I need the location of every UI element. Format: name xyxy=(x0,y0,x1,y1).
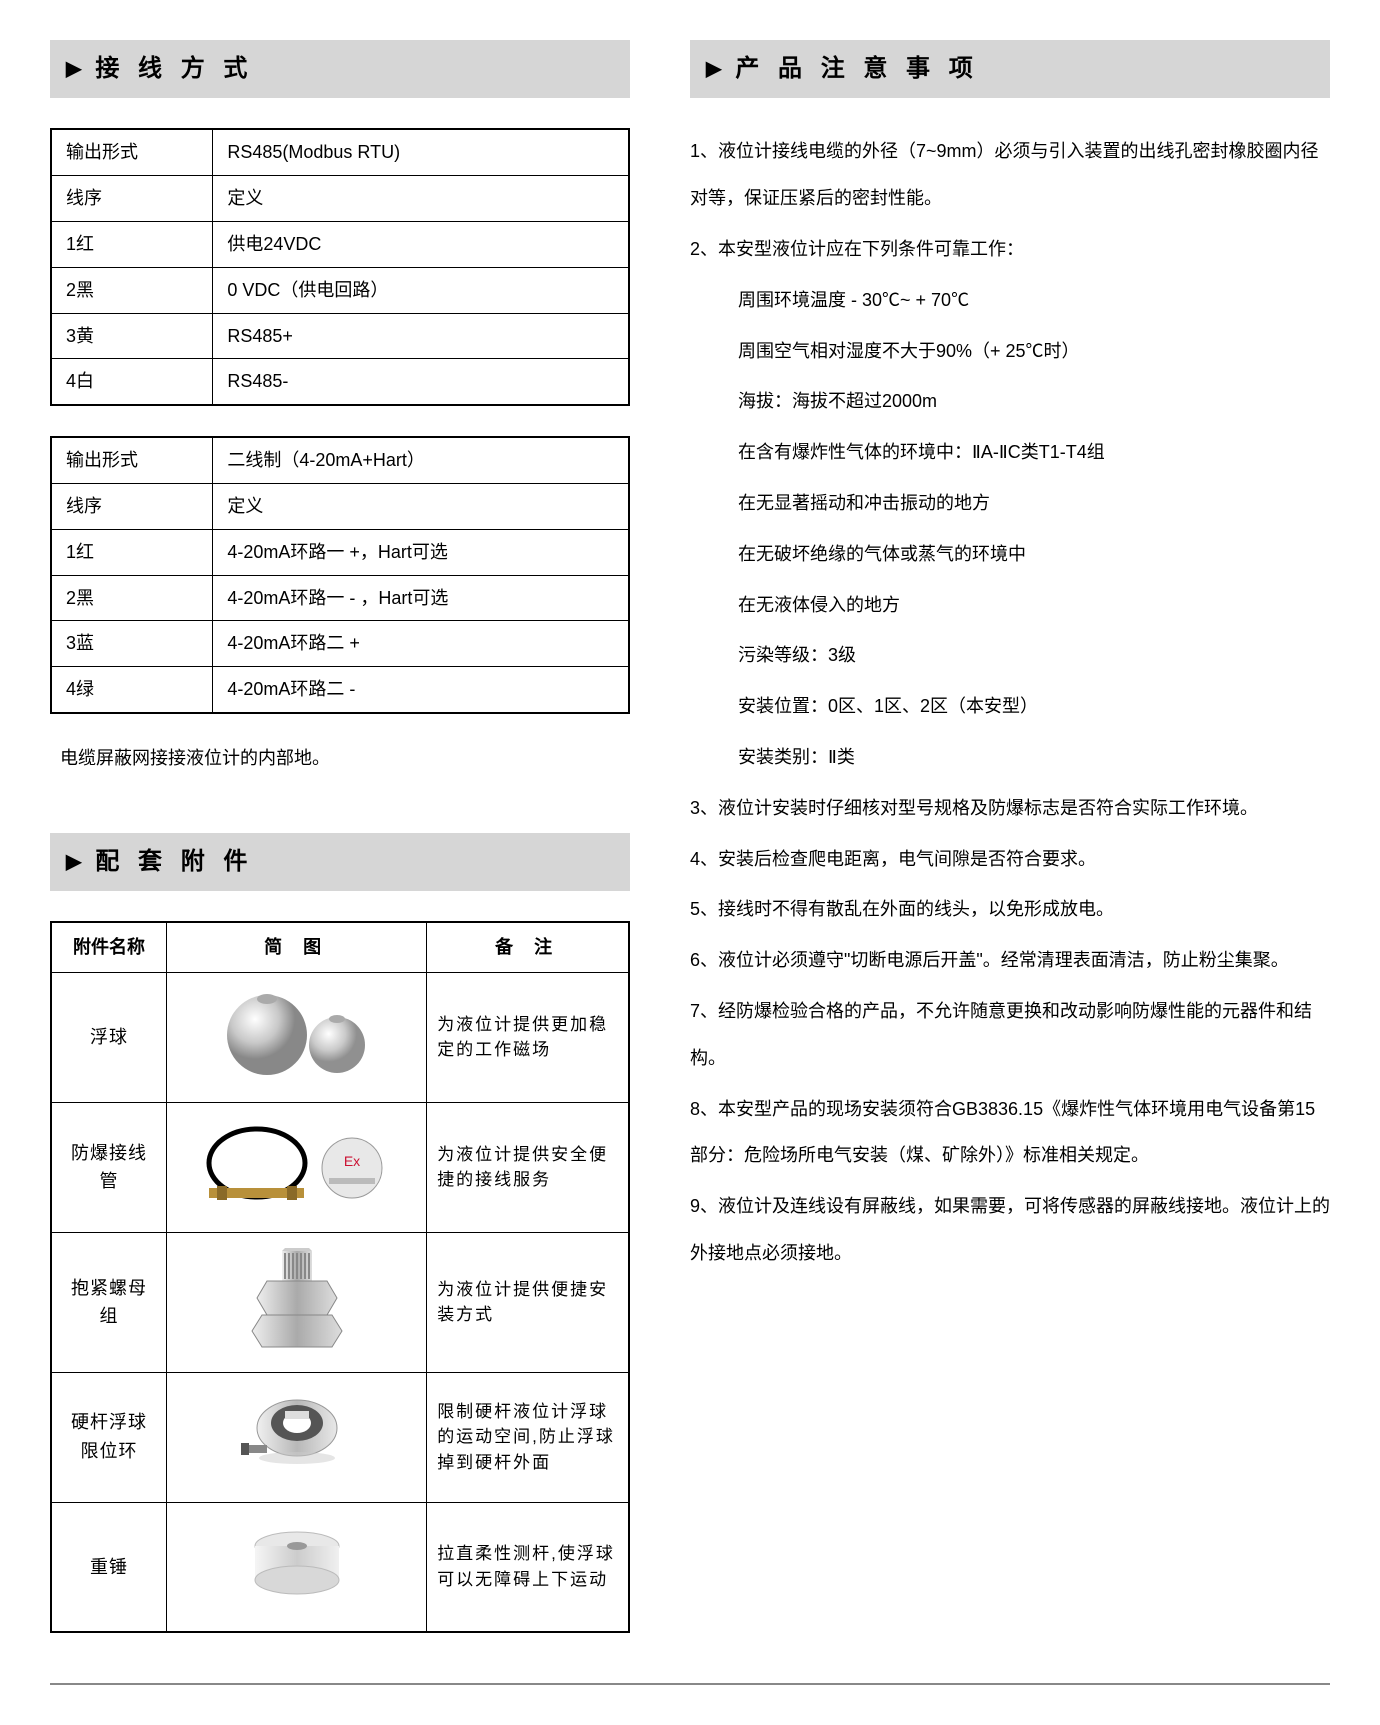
accessory-row: 防爆接线管 Ex 为液位计提供安全便捷的接线服务 xyxy=(51,1102,629,1232)
accessory-row: 抱紧螺母组 为液位计提供便捷安装方式 xyxy=(51,1232,629,1372)
note-item: 2、本安型液位计应在下列条件可靠工作： xyxy=(690,226,1330,273)
accessory-header-name: 附件名称 xyxy=(51,922,167,972)
table-cell: 4-20mA环路二 - xyxy=(213,667,629,713)
note-item: 8、本安型产品的现场安装须符合GB3836.15《爆炸性气体环境用电气设备第15… xyxy=(690,1086,1330,1180)
note-item: 5、接线时不得有散乱在外面的线头，以免形成放电。 xyxy=(690,886,1330,933)
table-cell: 4绿 xyxy=(51,667,213,713)
note-item: 3、液位计安装时仔细核对型号规格及防爆标志是否符合实际工作环境。 xyxy=(690,785,1330,832)
accessories-header: ▶ 配 套 附 件 xyxy=(50,833,630,891)
table-cell: 二线制（4-20mA+Hart） xyxy=(213,437,629,483)
accessory-header-img: 简 图 xyxy=(167,922,427,972)
accessory-note: 拉直柔性测杆,使浮球可以无障碍上下运动 xyxy=(427,1502,629,1632)
table-cell: 1红 xyxy=(51,529,213,575)
accessory-image xyxy=(167,972,427,1102)
accessory-header-note: 备 注 xyxy=(427,922,629,972)
table-cell: RS485- xyxy=(213,359,629,405)
table-row: 3蓝4-20mA环路二 + xyxy=(51,621,629,667)
accessory-name: 硬杆浮球限位环 xyxy=(51,1372,167,1502)
table-cell: 4白 xyxy=(51,359,213,405)
accessories-title: 配 套 附 件 xyxy=(95,843,253,881)
cable-note: 电缆屏蔽网接接液位计的内部地。 xyxy=(50,744,630,773)
note-item: 安装类别：Ⅱ类 xyxy=(690,734,1330,781)
table-cell: 4-20mA环路二 + xyxy=(213,621,629,667)
note-item: 在无破坏绝缘的气体或蒸气的环境中 xyxy=(690,531,1330,578)
arrow-icon: ▶ xyxy=(66,53,87,85)
notes-title: 产 品 注 意 事 项 xyxy=(735,50,978,88)
table-row: 1红供电24VDC xyxy=(51,221,629,267)
table-row: 2黑0 VDC（供电回路） xyxy=(51,267,629,313)
bottom-divider xyxy=(50,1683,1330,1685)
table-cell: 4-20mA环路一 +，Hart可选 xyxy=(213,529,629,575)
note-item: 在含有爆炸性气体的环境中：ⅡA-ⅡC类T1-T4组 xyxy=(690,429,1330,476)
table-row: 2黑4-20mA环路一 - ，Hart可选 xyxy=(51,575,629,621)
accessory-row: 重锤 拉直柔性测杆,使浮球可以无障碍上下运动 xyxy=(51,1502,629,1632)
accessory-table: 附件名称 简 图 备 注 浮球 为液位计提供更加稳定的工作磁场防爆接线管 Ex … xyxy=(50,921,630,1633)
note-item: 6、液位计必须遵守"切断电源后开盖"。经常清理表面清洁，防止粉尘集聚。 xyxy=(690,937,1330,984)
table-row: 输出形式二线制（4-20mA+Hart） xyxy=(51,437,629,483)
table-cell: 0 VDC（供电回路） xyxy=(213,267,629,313)
table-cell: 线序 xyxy=(51,176,213,222)
table-cell: RS485(Modbus RTU) xyxy=(213,129,629,175)
arrow-icon: ▶ xyxy=(706,53,727,85)
table-cell: 2黑 xyxy=(51,267,213,313)
table-row: 线序定义 xyxy=(51,483,629,529)
note-item: 9、液位计及连线设有屏蔽线，如果需要，可将传感器的屏蔽线接地。液位计上的外接地点… xyxy=(690,1183,1330,1277)
wiring-header: ▶ 接 线 方 式 xyxy=(50,40,630,98)
table-row: 输出形式RS485(Modbus RTU) xyxy=(51,129,629,175)
notes-body: 1、液位计接线电缆的外径（7~9mm）必须与引入装置的出线孔密封橡胶圈内径对等，… xyxy=(690,128,1330,1276)
table-cell: 2黑 xyxy=(51,575,213,621)
wiring-title: 接 线 方 式 xyxy=(95,50,253,88)
note-item: 海拔：海拔不超过2000m xyxy=(690,378,1330,425)
table-cell: 3蓝 xyxy=(51,621,213,667)
accessory-note: 为液位计提供安全便捷的接线服务 xyxy=(427,1102,629,1232)
table-cell: 3黄 xyxy=(51,313,213,359)
svg-text:Ex: Ex xyxy=(343,1153,359,1169)
table-cell: 1红 xyxy=(51,221,213,267)
accessory-row: 硬杆浮球限位环 限制硬杆液位计浮球的运动空间,防止浮球掉到硬杆外面 xyxy=(51,1372,629,1502)
table-row: 4绿4-20mA环路二 - xyxy=(51,667,629,713)
arrow-icon: ▶ xyxy=(66,846,87,878)
note-item: 7、经防爆检验合格的产品，不允许随意更换和改动影响防爆性能的元器件和结构。 xyxy=(690,988,1330,1082)
accessory-row: 浮球 为液位计提供更加稳定的工作磁场 xyxy=(51,972,629,1102)
table-cell: 供电24VDC xyxy=(213,221,629,267)
note-item: 污染等级：3级 xyxy=(690,632,1330,679)
explosion-tube-icon: Ex xyxy=(197,1118,397,1208)
notes-header: ▶ 产 品 注 意 事 项 xyxy=(690,40,1330,98)
note-item: 4、安装后检查爬电距离，电气间隙是否符合要求。 xyxy=(690,836,1330,883)
table-row: 1红4-20mA环路一 +，Hart可选 xyxy=(51,529,629,575)
limit-ring-icon xyxy=(237,1383,357,1483)
wiring-table-1: 输出形式RS485(Modbus RTU)线序定义1红供电24VDC2黑0 VD… xyxy=(50,128,630,406)
note-item: 1、液位计接线电缆的外径（7~9mm）必须与引入装置的出线孔密封橡胶圈内径对等，… xyxy=(690,128,1330,222)
note-item: 周围环境温度 - 30℃~ + 70℃ xyxy=(690,277,1330,324)
table-cell: 定义 xyxy=(213,176,629,222)
float-ball-icon xyxy=(207,983,387,1083)
accessory-name: 浮球 xyxy=(51,972,167,1102)
table-row: 3黄RS485+ xyxy=(51,313,629,359)
table-cell: 线序 xyxy=(51,483,213,529)
accessory-name: 抱紧螺母组 xyxy=(51,1232,167,1372)
accessory-note: 限制硬杆液位计浮球的运动空间,防止浮球掉到硬杆外面 xyxy=(427,1372,629,1502)
table-row: 线序定义 xyxy=(51,176,629,222)
accessory-image: Ex xyxy=(167,1102,427,1232)
table-row: 4白RS485- xyxy=(51,359,629,405)
accessory-image xyxy=(167,1372,427,1502)
table-cell: 输出形式 xyxy=(51,129,213,175)
note-item: 在无显著摇动和冲击振动的地方 xyxy=(690,480,1330,527)
table-cell: 4-20mA环路一 - ，Hart可选 xyxy=(213,575,629,621)
nut-set-icon xyxy=(227,1243,367,1353)
accessory-name: 防爆接线管 xyxy=(51,1102,167,1232)
accessory-note: 为液位计提供便捷安装方式 xyxy=(427,1232,629,1372)
weight-icon xyxy=(237,1518,357,1608)
table-cell: 定义 xyxy=(213,483,629,529)
note-item: 在无液体侵入的地方 xyxy=(690,582,1330,629)
wiring-table-2: 输出形式二线制（4-20mA+Hart）线序定义1红4-20mA环路一 +，Ha… xyxy=(50,436,630,714)
note-item: 安装位置：0区、1区、2区（本安型） xyxy=(690,683,1330,730)
accessory-image xyxy=(167,1232,427,1372)
table-cell: RS485+ xyxy=(213,313,629,359)
accessory-note: 为液位计提供更加稳定的工作磁场 xyxy=(427,972,629,1102)
accessory-image xyxy=(167,1502,427,1632)
accessory-name: 重锤 xyxy=(51,1502,167,1632)
table-cell: 输出形式 xyxy=(51,437,213,483)
note-item: 周围空气相对湿度不大于90%（+ 25℃时） xyxy=(690,328,1330,375)
